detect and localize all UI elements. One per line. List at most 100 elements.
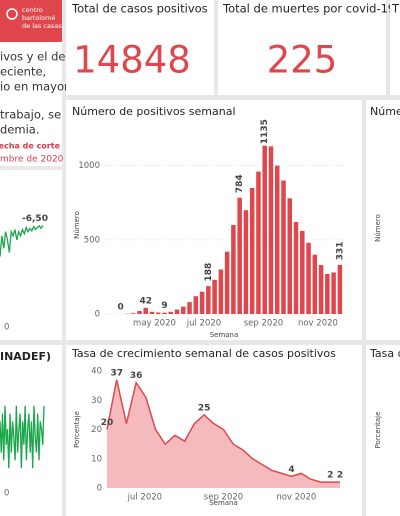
x-tick-label: nov 2020 <box>276 493 316 503</box>
bar <box>231 225 236 314</box>
y-tick-label: 40 <box>91 367 102 377</box>
bar <box>237 197 242 314</box>
data-label: 331 <box>335 242 345 261</box>
bar <box>162 312 167 314</box>
axis-label: Semana <box>209 499 238 507</box>
data-label: 0 <box>118 303 124 313</box>
panel <box>0 170 62 340</box>
card <box>66 0 214 95</box>
bar <box>174 309 180 314</box>
data-label: 2 <box>327 471 333 481</box>
x-tick-label: jul 2020 <box>127 493 162 503</box>
date-label: Fecha de corte <box>0 142 61 151</box>
bar <box>300 230 305 314</box>
data-label: -6,50 <box>22 214 48 224</box>
bar <box>256 171 261 314</box>
bar <box>187 302 192 314</box>
y-tick-label: 20 <box>91 425 102 435</box>
line <box>0 405 45 469</box>
x-tick-label: sep 2020 <box>204 493 243 503</box>
data-label: 2 <box>337 471 343 481</box>
bar <box>149 311 155 314</box>
bar <box>224 251 230 314</box>
card-label: Total de casos positivos <box>71 2 208 16</box>
logo-text: de las casas <box>22 22 62 30</box>
y-tick-label: 500 <box>84 235 100 245</box>
x-tick-label: may 2020 <box>133 319 176 329</box>
area <box>107 379 340 488</box>
chart-title: INADEF) <box>0 350 51 363</box>
axis-label: Semana <box>210 331 239 339</box>
bar <box>312 254 318 314</box>
panel <box>366 345 400 516</box>
card <box>390 0 400 95</box>
bar <box>243 210 249 314</box>
bar <box>306 242 311 314</box>
x-tick-label: sep 2020 <box>244 319 283 329</box>
bar <box>281 180 286 314</box>
line <box>106 379 340 483</box>
card-label: Total de muertes por covid-19 <box>222 2 395 16</box>
x-tick-label: 0 <box>4 489 9 499</box>
axis-label: Porcentaje <box>73 411 81 448</box>
data-label: 784 <box>235 174 245 193</box>
data-label: 42 <box>139 296 152 306</box>
y-tick-label: 10 <box>91 454 102 464</box>
bar <box>199 291 205 314</box>
chart-title: Númer <box>370 105 400 118</box>
intro-text: trabajo, se <box>0 108 61 122</box>
bar <box>274 165 280 314</box>
logo-text: centro <box>22 6 43 14</box>
data-label: 25 <box>198 403 211 413</box>
y-tick-label: 0 <box>97 484 102 494</box>
intro-text: eciente, <box>0 65 46 79</box>
chart-title: Tasa de crecimiento semanal de casos pos… <box>71 347 336 360</box>
intro-text: io en mayor <box>0 80 69 94</box>
y-tick-label: 0 <box>95 310 100 320</box>
bar <box>287 198 293 314</box>
x-tick-label: jul 2020 <box>186 319 221 329</box>
bar <box>181 306 186 314</box>
y-tick-label: 30 <box>91 396 102 406</box>
data-label: 1135 <box>260 119 270 144</box>
data-label: 37 <box>110 368 123 378</box>
card <box>218 0 386 95</box>
chart-title: Número de positivos semanal <box>72 105 236 118</box>
card-value: 225 <box>267 39 338 82</box>
logo-text: bartolomé <box>22 14 55 22</box>
data-label: 9 <box>161 301 167 311</box>
bar <box>268 146 274 314</box>
data-label: 20 <box>101 418 114 428</box>
bar <box>218 269 224 314</box>
y-tick-label: 1000 <box>78 161 100 171</box>
axis-label: Número <box>73 211 81 239</box>
x-tick-label: nov 2020 <box>298 319 338 329</box>
logo-icon <box>6 8 18 20</box>
bar <box>293 222 299 314</box>
data-label: 36 <box>130 371 143 381</box>
data-label: 188 <box>204 263 214 282</box>
bar <box>337 264 343 314</box>
axis-label: Número <box>374 214 382 242</box>
card-label: T <box>391 2 400 16</box>
bar <box>130 313 136 314</box>
bar <box>262 145 267 314</box>
line <box>0 224 44 257</box>
date-value: mbre de 2020 <box>0 155 64 165</box>
bar <box>325 273 330 314</box>
axis-label: Porcentaje <box>374 412 382 449</box>
intro-text: demia. <box>0 123 39 137</box>
card-value: 14848 <box>73 39 191 82</box>
bar <box>212 279 217 314</box>
bar <box>249 187 255 314</box>
bar <box>193 296 199 314</box>
intro-text: ivos y el de <box>0 50 65 64</box>
bar <box>168 311 174 314</box>
data-label: 4 <box>288 465 294 475</box>
logo <box>0 0 62 42</box>
panel <box>366 100 400 340</box>
bar <box>206 286 211 314</box>
bar <box>137 311 142 314</box>
chart-title: Tasa d <box>369 347 400 360</box>
